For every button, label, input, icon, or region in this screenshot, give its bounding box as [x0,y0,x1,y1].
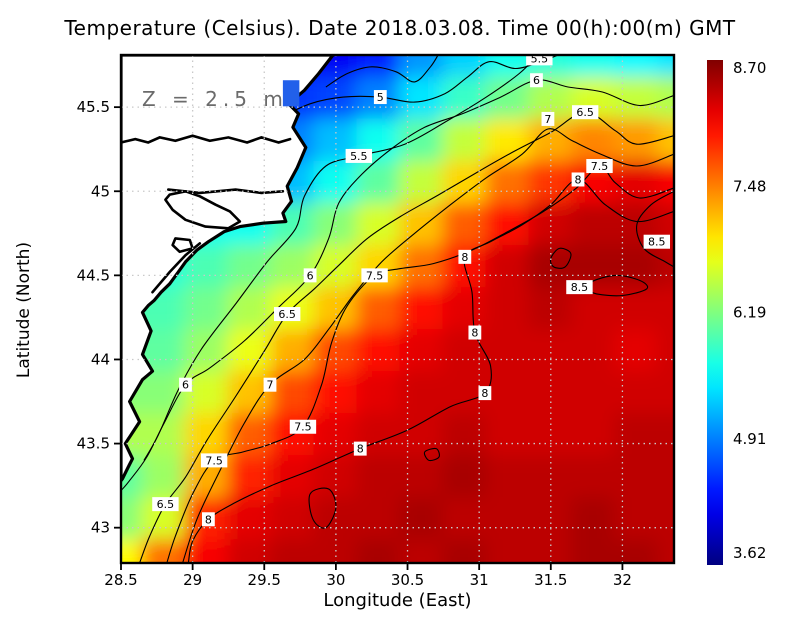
contour-line-5 [281,55,560,118]
contour-line-6 [121,79,674,492]
contour-label: 6 [182,379,189,392]
y-tick-label: 43 [91,519,110,537]
x-tick-label: 31 [470,571,489,589]
contour-label: 6.5 [278,308,296,321]
contour-line-8.5 [549,247,572,269]
contour-label: 7.5 [591,160,609,173]
contour-label-box [361,268,388,283]
x-tick-label: 29 [183,571,202,589]
x-tick-label: 29.5 [248,571,281,589]
map-area: 5 5.5 5.5 6 6 6 6.5 6.5 6.5 7 7 7.5 7.5 7.5 7.5 8 8 8 8 8 8 8… [121,52,674,563]
contour-label-box [571,105,599,120]
contour-label-box [345,148,373,163]
colorbar-label: 3.62 [733,544,766,562]
contour-label-box [179,377,192,392]
contour-label-box [530,73,543,88]
chart-title: Temperature (Celsius). Date 2018.03.08. … [64,16,736,40]
contour-line-7 [182,128,674,563]
contour-line-8.5 [636,190,674,268]
tick-marks [114,106,624,570]
x-axis-label: Longitude (East) [323,590,472,611]
y-axis-label: Latitude (North) [14,241,34,379]
contour-label-box [152,497,179,512]
contour-label: 7 [544,113,551,126]
colorbar-label: 7.48 [733,177,766,195]
contour-label: 7.5 [205,454,223,467]
colorbar-label: 4.91 [733,430,766,448]
contour-label-box [273,307,301,322]
colorbar-label: 8.70 [733,59,766,77]
contour-label-box [200,453,228,468]
contour-label-box [643,234,671,249]
contour-label: 8.5 [571,281,589,294]
contour-label-box [458,249,472,264]
lagoon [164,190,242,230]
depth-annotation: Z = 2.5 m [142,87,288,111]
contour-label: 5.5 [531,52,549,65]
contour-line-8.5 [423,447,440,462]
contour-label-box [303,268,317,283]
contour-label: 8 [471,327,478,340]
contour-label: 5.5 [350,150,368,163]
contour-label: 7.5 [366,269,384,282]
colorbar [707,60,723,565]
contour-label: 6.5 [576,106,594,119]
contour-line-8.5 [308,487,337,529]
contour-label-box [353,441,367,456]
cold-cell-marker [282,80,300,107]
contour-label: 8 [575,173,582,186]
contour-label: 5 [377,91,384,104]
x-tick-label: 31.5 [534,571,567,589]
contour-line-8 [187,178,674,563]
contour-label: 7 [266,379,273,392]
colorbar-label: 6.19 [733,304,766,322]
x-tick-label: 30 [326,571,345,589]
y-tick-label: 45.5 [77,98,110,116]
contour-label: 6.5 [157,498,175,511]
contour-label: 7.5 [294,421,312,434]
y-tick-label: 44 [91,350,110,368]
lagoon [171,237,194,254]
contour-label: 8 [481,387,488,400]
x-tick-label: 32 [613,571,632,589]
river [151,242,202,294]
gridlines [121,55,674,563]
contour-label-box [289,419,317,434]
x-tick-label: 30.5 [391,571,424,589]
contour-label: 8.5 [648,236,666,249]
contour-label-box [201,512,215,527]
contour-label-box [373,90,387,105]
contour-label-box [566,280,593,295]
contour-labels: 5 5.5 5.5 6 6 6 6.5 6.5 6.5 7 7 7.5 7.5 7.5 7.5 8 8 8 8 8 8 8… [152,52,671,527]
land-coastline [121,55,335,483]
y-tick-label: 45 [91,182,110,200]
y-tick-label: 43.5 [77,435,110,453]
contour-label-box [526,55,553,66]
contour-label: 6 [307,269,314,282]
y-tick-label: 44.5 [77,266,110,284]
contour-label-box [478,386,492,401]
contour-label-box [586,159,613,174]
contour-label: 8 [205,513,212,526]
contour-label: 6 [533,74,540,87]
contour-label: 8 [461,251,468,264]
contour-label-box [263,377,277,392]
contour-label-box [571,172,585,187]
contour-label-box [468,325,482,340]
x-tick-label: 28.5 [104,571,137,589]
contour-label-box [541,111,555,126]
river [167,188,285,195]
plot-border [119,53,676,565]
contour-line-4.5 [325,55,439,88]
contour-label: 8 [357,443,364,456]
